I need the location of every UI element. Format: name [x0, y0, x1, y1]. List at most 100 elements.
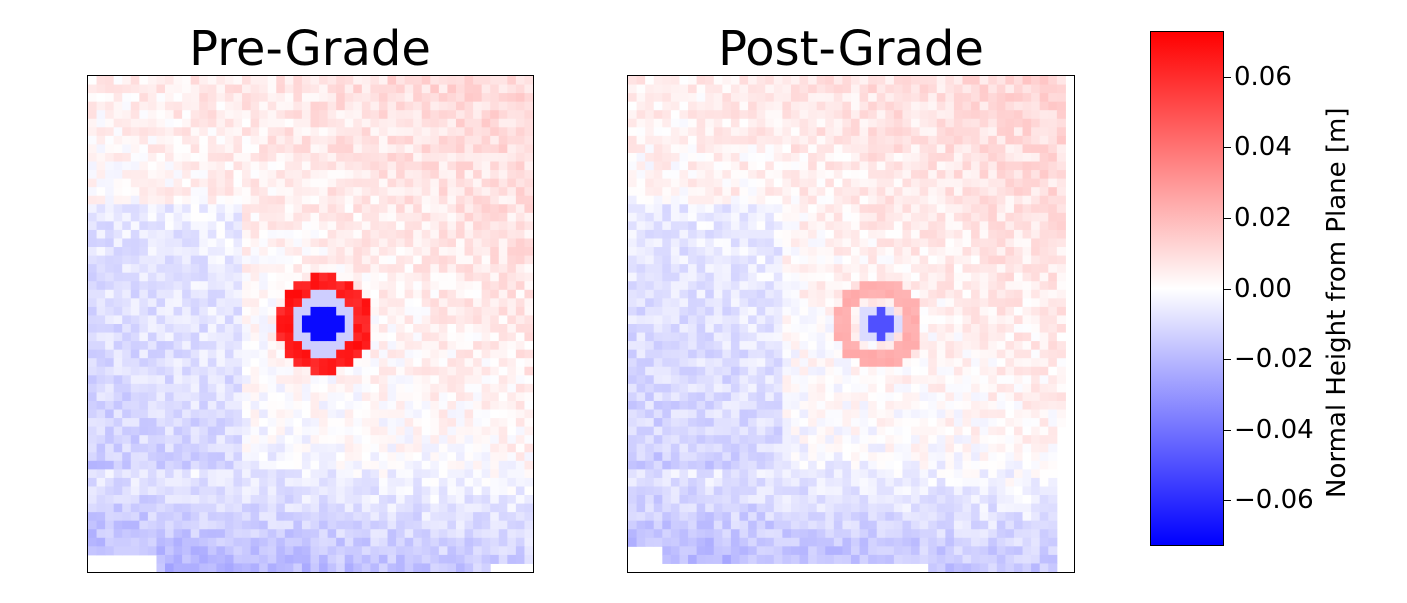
heatmap-cell: [267, 93, 277, 103]
heatmap-cell: [808, 144, 818, 154]
heatmap-cell: [421, 418, 431, 428]
heatmap-cell: [911, 366, 921, 376]
heatmap-cell: [216, 76, 226, 86]
heatmap-cell: [936, 212, 946, 222]
heatmap-cell: [790, 161, 801, 171]
heatmap-cell: [310, 212, 320, 222]
heatmap-cell: [105, 238, 115, 248]
heatmap-cell: [156, 383, 166, 393]
heatmap-cell: [1048, 170, 1058, 180]
heatmap-cell: [988, 76, 998, 86]
heatmap-cell: [636, 221, 646, 231]
heatmap-cell: [696, 264, 706, 274]
heatmap-cell: [267, 486, 277, 496]
heatmap-cell: [301, 443, 311, 453]
heatmap-cell: [885, 238, 895, 248]
heatmap-cell: [276, 512, 286, 522]
heatmap-cell: [765, 289, 775, 299]
heatmap-cell: [808, 332, 818, 342]
heatmap-cell: [859, 127, 869, 137]
heatmap-cell: [953, 255, 963, 265]
heatmap-cell: [301, 101, 311, 111]
heatmap-cell: [310, 469, 320, 479]
heatmap-cell: [447, 477, 457, 487]
heatmap-cell: [147, 76, 157, 86]
heatmap-cell: [902, 161, 912, 171]
heatmap-cell: [653, 298, 663, 308]
heatmap-cell: [722, 281, 732, 291]
heatmap-cell: [284, 383, 294, 393]
heatmap-cell: [130, 341, 140, 351]
heatmap-cell: [628, 152, 638, 163]
heatmap-cell: [490, 195, 500, 205]
heatmap-cell: [156, 358, 166, 368]
heatmap-cell: [165, 426, 175, 436]
heatmap-cell: [816, 76, 826, 86]
heatmap-cell: [790, 84, 801, 94]
heatmap-cell: [876, 383, 886, 393]
heatmap-cell: [207, 238, 217, 248]
heatmap-cell: [464, 537, 474, 547]
heatmap-cell: [515, 426, 525, 436]
heatmap-cell: [447, 460, 457, 470]
heatmap-cell: [293, 486, 303, 496]
heatmap-cell: [816, 221, 826, 231]
heatmap-cell: [765, 272, 775, 282]
heatmap-cell: [113, 418, 123, 428]
heatmap-cell: [216, 238, 226, 248]
heatmap-cell: [868, 127, 878, 137]
heatmap-cell: [88, 512, 98, 522]
heatmap-cell: [224, 392, 234, 402]
heatmap-cell: [962, 281, 972, 291]
heatmap-cell: [370, 144, 380, 154]
heatmap-cell: [748, 383, 758, 393]
heatmap-cell: [156, 469, 166, 479]
heatmap-cell: [182, 392, 192, 402]
heatmap-cell: [825, 349, 835, 359]
heatmap-cell: [156, 366, 166, 376]
heatmap-cell: [498, 187, 508, 197]
heatmap-cell: [670, 306, 680, 316]
heatmap-cell: [361, 469, 371, 479]
heatmap-cell: [199, 229, 209, 239]
heatmap-cell: [96, 358, 106, 368]
heatmap-cell: [122, 375, 132, 385]
heatmap-cell: [122, 460, 132, 470]
heatmap-cell: [1039, 358, 1049, 368]
heatmap-cell: [636, 375, 646, 385]
heatmap-cell: [945, 76, 955, 86]
heatmap-cell: [662, 152, 672, 163]
heatmap-cell: [490, 298, 500, 308]
heatmap-cell: [319, 306, 329, 316]
heatmap-cell: [387, 563, 397, 572]
heatmap-cell: [413, 289, 423, 299]
heatmap-cell: [490, 460, 500, 470]
heatmap-cell: [139, 426, 149, 436]
heatmap-cell: [336, 477, 346, 487]
heatmap-cell: [430, 144, 440, 154]
heatmap-cell: [344, 221, 354, 231]
heatmap-cell: [481, 76, 491, 86]
heatmap-cell: [825, 255, 835, 265]
heatmap-cell: [911, 84, 921, 94]
heatmap-cell: [455, 512, 466, 522]
heatmap-cell: [662, 383, 672, 393]
heatmap-cell: [455, 170, 466, 180]
heatmap-cell: [147, 460, 157, 470]
heatmap-cell: [825, 400, 835, 411]
heatmap-cell: [679, 110, 689, 120]
heatmap-cell: [122, 392, 132, 402]
heatmap-cell: [216, 212, 226, 222]
heatmap-cell: [455, 358, 466, 368]
heatmap-cell: [378, 110, 389, 120]
heatmap-cell: [464, 546, 474, 556]
heatmap-cell: [370, 152, 380, 163]
heatmap-cell: [301, 170, 311, 180]
heatmap-cell: [96, 418, 106, 428]
heatmap-cell: [250, 452, 260, 462]
heatmap-cell: [988, 298, 998, 308]
heatmap-cell: [748, 93, 758, 103]
heatmap-cell: [122, 118, 132, 128]
heatmap-cell: [413, 400, 423, 411]
heatmap-cell: [421, 469, 431, 479]
